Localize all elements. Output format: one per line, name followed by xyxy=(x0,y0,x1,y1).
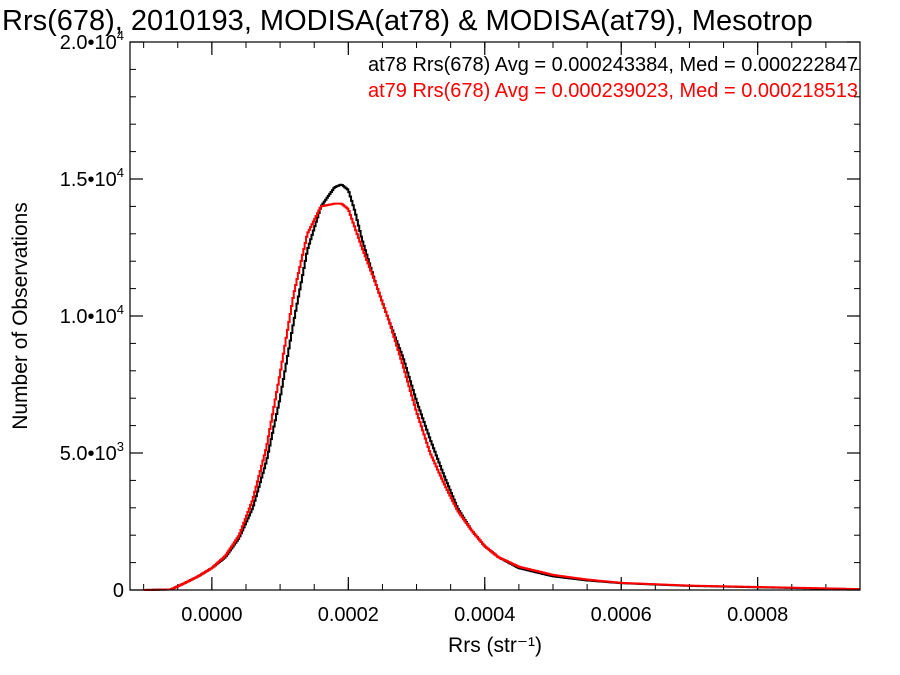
y-tick-mantissa: 1.0•10 xyxy=(60,306,117,328)
plot-frame xyxy=(129,41,861,591)
chart-title: Rrs(678), 2010193, MODISA(at78) & MODISA… xyxy=(2,5,813,37)
y-tick-label: 1.0•104 xyxy=(60,302,124,328)
legend-entry-at79: at79 Rrs(678) Avg = 0.000239023, Med = 0… xyxy=(368,80,858,102)
x-tick-label: 0.0004 xyxy=(454,604,515,626)
y-tick-mantissa: 0 xyxy=(113,580,124,602)
x-axis-label: Rrs (str⁻¹) xyxy=(448,634,542,657)
x-tick-label: 0.0002 xyxy=(318,604,379,626)
y-tick-exponent: 4 xyxy=(117,28,124,43)
y-tick-label: 1.5•104 xyxy=(60,165,124,191)
data-series xyxy=(142,183,860,591)
y-tick-label: 2.0•104 xyxy=(60,28,124,54)
y-tick-mantissa: 1.5•10 xyxy=(60,169,117,191)
x-tick-label: 0.0000 xyxy=(181,604,242,626)
x-tick-label: 0.0006 xyxy=(591,604,652,626)
y-tick-exponent: 4 xyxy=(117,302,124,317)
y-tick-mantissa: 5.0•10 xyxy=(60,443,117,465)
y-tick-exponent: 3 xyxy=(117,439,124,454)
y-tick-label: 0 xyxy=(113,580,124,602)
legend-entry-at78: at78 Rrs(678) Avg = 0.000243384, Med = 0… xyxy=(368,54,858,76)
series-at79-line xyxy=(142,202,860,591)
y-tick-exponent: 4 xyxy=(117,165,124,180)
axes: 0.0000 0.0002 0.0004 0.0006 0.0008 0 5.0•103 1.… xyxy=(60,28,861,626)
y-tick-label: 5.0•103 xyxy=(60,439,124,465)
x-tick-label: 0.0008 xyxy=(727,604,788,626)
y-tick-mantissa: 2.0•10 xyxy=(60,32,117,54)
y-axis-label: Number of Observations xyxy=(9,202,32,430)
